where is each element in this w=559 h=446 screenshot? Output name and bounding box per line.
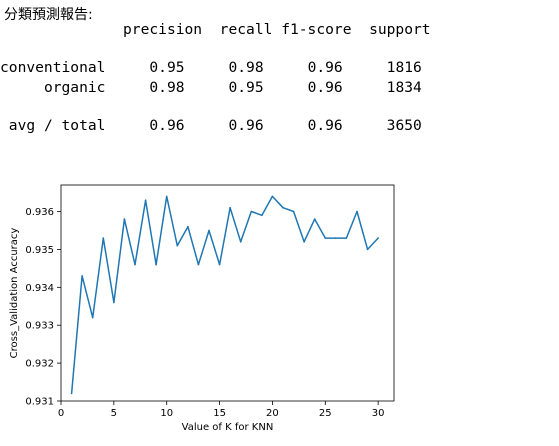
data-point bbox=[208, 229, 210, 232]
data-point bbox=[271, 195, 274, 198]
report-column-header: f1-score bbox=[281, 21, 352, 38]
report-cell: 0.98 bbox=[228, 59, 264, 77]
data-point bbox=[70, 392, 73, 395]
y-tick-label: 0.932 bbox=[25, 359, 54, 370]
data-point bbox=[335, 237, 337, 239]
data-point bbox=[176, 244, 179, 247]
y-tick-label: 0.933 bbox=[25, 321, 54, 332]
report-cell: 0.98 bbox=[149, 78, 185, 96]
report-column-header: recall bbox=[219, 21, 273, 38]
report-cell: 1834 bbox=[386, 78, 422, 96]
data-point bbox=[165, 195, 168, 198]
data-point bbox=[282, 206, 284, 209]
report-column-header: support bbox=[369, 21, 431, 38]
data-point bbox=[229, 206, 231, 209]
x-tick-label: 25 bbox=[319, 408, 332, 419]
y-axis-label: Cross_Validation Accuracy bbox=[9, 228, 20, 359]
x-tick-label: 5 bbox=[111, 408, 117, 419]
report-row-label: organic bbox=[43, 78, 106, 96]
y-tick-label: 0.935 bbox=[25, 245, 54, 256]
data-point bbox=[366, 248, 369, 251]
y-tick-label: 0.931 bbox=[25, 397, 54, 408]
data-point bbox=[102, 237, 105, 239]
classification-report: precision recall f1-score support conven… bbox=[0, 20, 431, 135]
knn-accuracy-chart: 0 5 10 15 20 25 30 0.931 0.932 0.933 0.934 0.935 0.9… bbox=[9, 184, 395, 433]
x-tick-label: 15 bbox=[213, 408, 226, 419]
report-cell: 0.95 bbox=[228, 78, 264, 96]
plot-frame bbox=[60, 184, 395, 402]
report-column-header: precision bbox=[123, 21, 203, 38]
data-point bbox=[356, 210, 358, 213]
data-point bbox=[345, 237, 348, 239]
data-point bbox=[155, 263, 157, 266]
x-tick-label: 20 bbox=[266, 408, 279, 419]
x-tick-label: 10 bbox=[160, 408, 173, 419]
x-tick-label: 0 bbox=[58, 408, 64, 419]
report-cell: 0.96 bbox=[307, 59, 343, 77]
data-point bbox=[250, 210, 253, 213]
y-tick-label: 0.936 bbox=[25, 207, 54, 218]
data-point bbox=[324, 237, 327, 239]
data-point bbox=[261, 214, 263, 217]
report-cell: 0.95 bbox=[149, 59, 185, 77]
report-row-label: avg / total bbox=[8, 117, 106, 135]
report-cell: 0.96 bbox=[307, 117, 343, 135]
data-point bbox=[144, 199, 147, 201]
x-axis-label: Value of K for KNN bbox=[182, 422, 274, 433]
data-point bbox=[113, 301, 115, 304]
accuracy-line bbox=[70, 195, 379, 394]
report-heading: 分類預測報告: bbox=[4, 7, 93, 23]
data-point bbox=[197, 263, 200, 266]
report-cell: 0.96 bbox=[149, 117, 185, 135]
data-point bbox=[377, 237, 379, 239]
report-cell: 0.96 bbox=[228, 117, 264, 135]
data-point bbox=[313, 218, 316, 220]
report-cell: 1816 bbox=[386, 59, 422, 77]
report-cell: 0.96 bbox=[307, 78, 343, 96]
data-point bbox=[303, 241, 305, 243]
data-point bbox=[81, 275, 83, 277]
data-point bbox=[123, 218, 126, 220]
data-point bbox=[218, 263, 221, 266]
report-cell: 3650 bbox=[386, 117, 422, 135]
data-point bbox=[134, 263, 136, 266]
data-point bbox=[239, 241, 242, 243]
data-point bbox=[292, 210, 295, 213]
data-point bbox=[187, 225, 189, 228]
data-point bbox=[91, 316, 94, 319]
x-tick-label: 30 bbox=[372, 408, 385, 419]
report-row-label: conventional bbox=[0, 59, 106, 77]
y-tick-label: 0.934 bbox=[25, 283, 54, 294]
